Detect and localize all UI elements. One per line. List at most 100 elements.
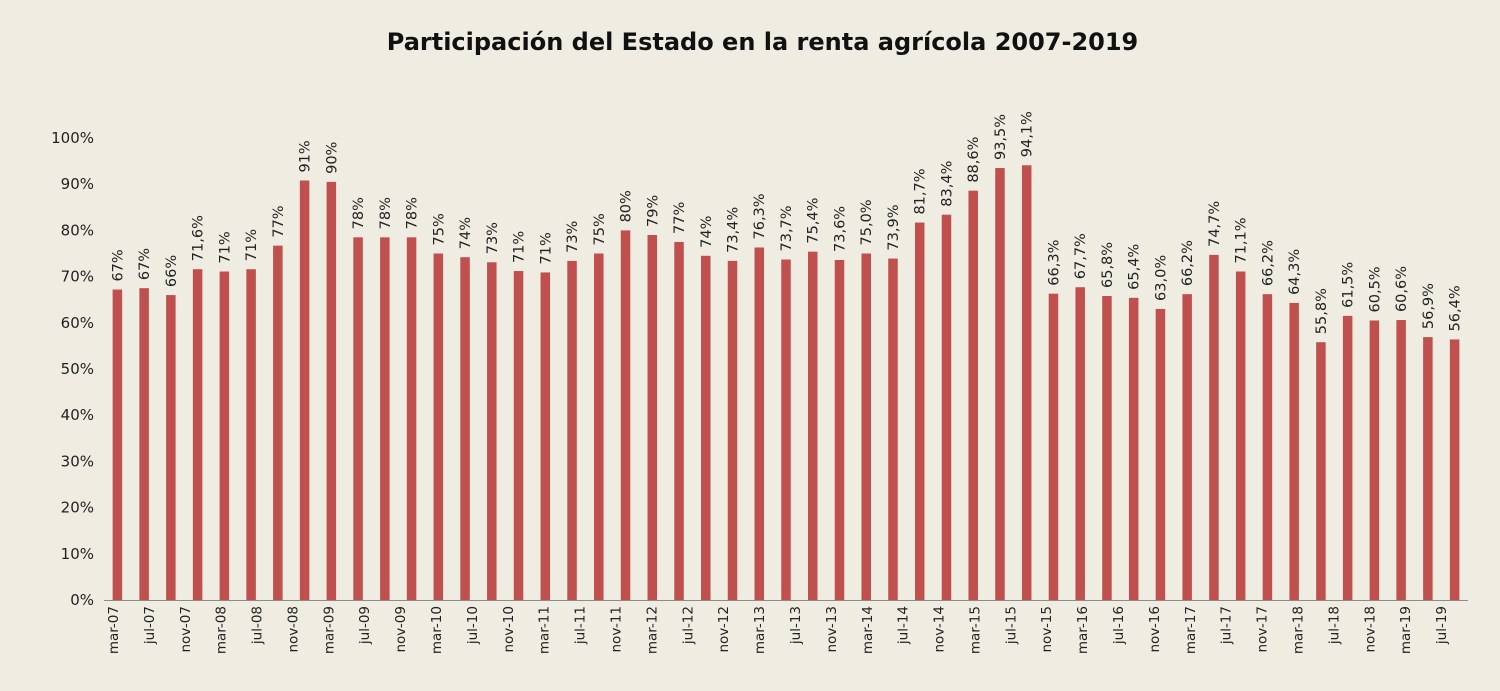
- y-tick-label: 80%: [61, 221, 94, 239]
- y-tick-label: 50%: [61, 360, 94, 378]
- x-tick-label: nov-12: [716, 606, 732, 653]
- x-tick-label: mar-17: [1183, 606, 1199, 654]
- data-label: 60,5%: [1367, 266, 1383, 312]
- x-axis-ticks: mar-07 jul-07 nov-07 mar-08 jul-08 nov-08 mar-…: [106, 606, 1450, 654]
- x-tick-label: nov-10: [501, 606, 517, 653]
- data-label: 56,9%: [1421, 283, 1437, 329]
- x-tick-label: jul-13: [788, 606, 804, 645]
- data-label: 90%: [324, 142, 340, 174]
- data-label: 66,3%: [1046, 240, 1062, 286]
- bar: [139, 288, 149, 600]
- bar: [941, 214, 952, 600]
- data-label: 76,3%: [752, 193, 768, 239]
- data-label: 78%: [351, 197, 367, 229]
- data-label: 63,0%: [1153, 255, 1169, 301]
- x-tick-label: mar-08: [214, 606, 230, 654]
- x-tick-label: jul-18: [1326, 606, 1342, 645]
- data-label: 71%: [538, 232, 554, 264]
- data-label: 66%: [164, 255, 180, 287]
- bar: [647, 235, 658, 600]
- data-label: 67%: [137, 248, 153, 280]
- bar: [406, 237, 417, 600]
- bar: [487, 262, 497, 600]
- bar: [1235, 271, 1246, 600]
- data-label: 65,8%: [1100, 242, 1116, 288]
- data-label: 71%: [512, 231, 528, 263]
- data-label: 80%: [619, 190, 635, 222]
- bar: [1342, 315, 1353, 600]
- data-label: 61,5%: [1341, 262, 1357, 308]
- bar: [246, 269, 256, 600]
- data-label: 77%: [271, 205, 287, 237]
- bar: [166, 295, 176, 600]
- data-label: 71,1%: [1234, 217, 1250, 263]
- x-tick-label: nov-15: [1039, 606, 1055, 653]
- x-tick-label: nov-07: [178, 606, 194, 653]
- x-tick-label: nov-16: [1147, 606, 1163, 653]
- bar: [727, 260, 738, 600]
- x-tick-label: mar-15: [967, 606, 983, 654]
- data-label: 73%: [565, 221, 581, 253]
- data-label: 74,7%: [1207, 201, 1223, 247]
- bar: [1155, 308, 1166, 600]
- data-label: 73,9%: [886, 205, 902, 251]
- data-label: 75%: [431, 213, 447, 245]
- x-tick-label: mar-14: [860, 606, 876, 654]
- bar: [1449, 339, 1460, 600]
- data-label: 77%: [672, 202, 688, 234]
- chart-title: Participación del Estado en la renta agr…: [386, 28, 1139, 56]
- x-tick-label: mar-10: [429, 606, 445, 654]
- x-tick-label: jul-08: [250, 606, 266, 645]
- data-label: 71%: [217, 231, 233, 263]
- x-tick-label: mar-13: [752, 606, 768, 654]
- data-label: 94,1%: [1020, 111, 1036, 157]
- data-label: 78%: [405, 197, 421, 229]
- data-label: 75,4%: [806, 198, 822, 244]
- bar: [1102, 296, 1112, 600]
- data-labels: 67% 67% 66% 71,6% 71% 71% 77% 91% 90% 78% 78% 78% 75…: [110, 111, 1463, 334]
- bar: [1209, 254, 1219, 601]
- bar: [1396, 320, 1406, 600]
- bars: [112, 165, 1460, 601]
- bar: [1423, 337, 1433, 600]
- x-tick-label: jul-12: [680, 606, 696, 645]
- data-label: 67,7%: [1073, 233, 1089, 279]
- data-label: 93,5%: [993, 114, 1009, 160]
- x-tick-label: mar-19: [1398, 606, 1414, 654]
- y-tick-label: 10%: [61, 545, 94, 563]
- bar: [273, 245, 283, 600]
- bar: [1316, 342, 1326, 600]
- bar: [620, 230, 631, 600]
- bar: [674, 241, 684, 600]
- data-label: 65,4%: [1127, 244, 1143, 290]
- bar: [807, 251, 818, 601]
- bar: [192, 269, 203, 600]
- x-tick-label: nov-13: [824, 606, 840, 653]
- bar: [914, 222, 925, 600]
- data-label: 78%: [378, 197, 394, 229]
- y-tick-label: 100%: [51, 129, 94, 147]
- bar: [754, 247, 765, 600]
- data-label: 66,2%: [1180, 240, 1196, 286]
- x-tick-label: nov-08: [285, 606, 301, 653]
- data-label: 73,6%: [832, 206, 848, 252]
- bar: [540, 272, 551, 600]
- bar: [861, 253, 871, 600]
- x-tick-label: mar-09: [321, 606, 337, 654]
- x-tick-label: jul-14: [896, 606, 912, 645]
- bar: [380, 237, 390, 600]
- y-tick-label: 90%: [61, 175, 94, 193]
- bar: [1369, 320, 1380, 600]
- data-label: 60,6%: [1394, 266, 1410, 312]
- x-tick-label: jul-16: [1111, 606, 1127, 645]
- x-tick-label: nov-11: [609, 606, 625, 653]
- y-tick-label: 30%: [61, 452, 94, 470]
- y-tick-label: 0%: [70, 591, 94, 609]
- bar: [326, 181, 337, 600]
- data-label: 73%: [485, 222, 501, 254]
- bar: [968, 190, 978, 600]
- data-label: 91%: [298, 140, 314, 172]
- x-tick-label: jul-17: [1219, 606, 1235, 645]
- data-label: 64,3%: [1287, 249, 1303, 295]
- y-axis-ticks: 0% 10% 20% 30% 40% 50% 60% 70% 80% 90% 100%: [51, 129, 94, 609]
